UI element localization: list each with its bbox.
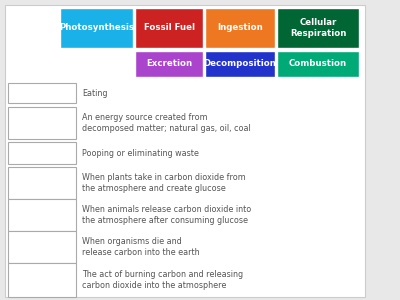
Text: Pooping or eliminating waste: Pooping or eliminating waste <box>82 148 199 158</box>
Bar <box>8 107 76 139</box>
Bar <box>60 8 133 48</box>
Text: Excretion: Excretion <box>146 59 192 68</box>
Text: Combustion: Combustion <box>289 59 347 68</box>
Text: Eating: Eating <box>82 88 108 98</box>
Bar <box>8 167 76 199</box>
Bar <box>277 51 359 77</box>
Bar <box>205 51 275 77</box>
Bar <box>135 51 203 77</box>
Bar <box>8 263 76 297</box>
Text: An energy source created from
decomposed matter; natural gas, oil, coal: An energy source created from decomposed… <box>82 113 251 133</box>
Bar <box>8 142 76 164</box>
Bar <box>8 199 76 231</box>
Bar <box>277 8 359 48</box>
Text: Ingestion: Ingestion <box>217 23 263 32</box>
Text: When animals release carbon dioxide into
the atmosphere after consuming glucose: When animals release carbon dioxide into… <box>82 205 251 225</box>
Text: Fossil Fuel: Fossil Fuel <box>144 23 194 32</box>
Text: When organisms die and
release carbon into the earth: When organisms die and release carbon in… <box>82 237 200 257</box>
Bar <box>135 8 203 48</box>
Bar <box>205 8 275 48</box>
Text: The act of burning carbon and releasing
carbon dioxide into the atmosphere: The act of burning carbon and releasing … <box>82 270 243 290</box>
Bar <box>8 83 76 103</box>
Text: When plants take in carbon dioxide from
the atmosphere and create glucose: When plants take in carbon dioxide from … <box>82 173 246 193</box>
Text: Photosynthesis: Photosynthesis <box>59 23 134 32</box>
Text: Decomposition: Decomposition <box>204 59 276 68</box>
Text: Cellular
Respiration: Cellular Respiration <box>290 18 346 38</box>
Bar <box>8 231 76 263</box>
